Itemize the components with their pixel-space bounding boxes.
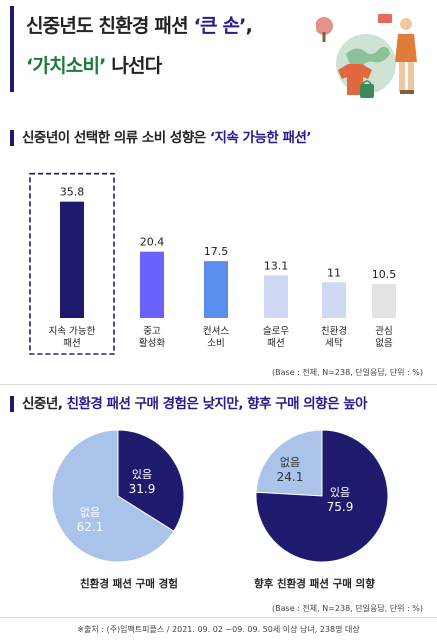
pie-label-no: 24.1 <box>277 470 304 484</box>
bar-4 <box>322 282 346 318</box>
tree-icon <box>316 17 333 35</box>
pie-slice-yes <box>117 429 185 532</box>
title-line-1: 신중년도 친환경 패션 ‘큰 손’, <box>26 6 310 46</box>
section-heading-purchase-experience: 신중년, 친환경 패션 구매 경험은 낮지만, 향후 구매 의향은 높아 <box>10 396 368 412</box>
divider <box>0 384 437 385</box>
pie-slice-no <box>51 429 175 563</box>
title-highlight-value-consumption: ‘가치소비’ <box>26 55 106 77</box>
shirt-icon <box>338 64 372 95</box>
person-icon <box>395 34 417 62</box>
bar-category-label: 패션 <box>267 338 284 349</box>
highlight-box <box>29 172 115 355</box>
pie-label-yes: 31.9 <box>129 482 156 496</box>
pie-label-yes: 있음 <box>330 486 350 499</box>
title-line-2: ‘가치소비’ 나선다 <box>26 46 310 86</box>
person-head-icon <box>400 18 412 30</box>
pie-caption-intention: 향후 친환경 패션 구매 의향 <box>254 578 375 590</box>
bar-category-label: 세탁 <box>325 337 343 349</box>
bar-category-label: 관심 <box>375 326 392 337</box>
bar-category-label: 없음 <box>375 337 393 349</box>
title-highlight-big-hand: ‘큰 손’ <box>193 15 247 37</box>
pie-label-yes: 있음 <box>132 468 152 481</box>
base-note: (Base : 전체, N=238, 단일응답, 단위 : %) <box>272 604 423 613</box>
bar-category-label: 중고 <box>143 326 161 337</box>
section-heading-highlight: ‘지속 가능한 패션’ <box>209 130 312 146</box>
title-part: 신중년도 친환경 패션 <box>26 15 194 37</box>
bar-2 <box>204 261 228 318</box>
bar-category-label: 활성화 <box>139 337 165 349</box>
price-tag-icon <box>378 14 392 23</box>
bar-5 <box>372 283 396 318</box>
pie-caption-experience: 친환경 패션 구매 경험 <box>80 578 178 590</box>
source-note: ※출처 : (주)임팩트피플스 / 2021. 09. 02 ~09. 09. … <box>77 625 360 634</box>
pie-label-no: 62.1 <box>77 520 104 534</box>
bar-0 <box>60 201 84 318</box>
section-heading-consumption-tendency: 신중년이 선택한 의류 소비 성향은 ‘지속 가능한 패션’ <box>10 130 312 146</box>
base-note: (Base : 전체, N=238, 단일응답, 단위 : %) <box>272 368 423 377</box>
divider <box>0 617 437 618</box>
shopping-bag-icon <box>360 84 374 98</box>
title-comma: , <box>245 15 253 37</box>
pie-label-no: 없음 <box>80 506 100 519</box>
pie-label-yes: 75.9 <box>327 500 354 514</box>
bar-category-label: 지속 가능한 <box>49 326 96 337</box>
section-heading-text: 신중년, <box>22 396 67 412</box>
bar-value-label: 17.5 <box>204 245 229 258</box>
bar-value-label: 35.8 <box>60 186 85 199</box>
bar-category-label: 친환경 <box>321 325 347 337</box>
bar-category-label: 패션 <box>63 338 80 349</box>
bar-value-label: 20.4 <box>140 236 165 249</box>
bar-value-label: 10.5 <box>372 268 397 281</box>
bar-chart: 35.8지속 가능한패션20.4중고활성화17.5컨셔스소비13.1슬로우패션1… <box>29 172 397 355</box>
pie-slice-no <box>255 429 323 497</box>
title-part: 나선다 <box>105 55 162 77</box>
eco-shopping-illustration <box>316 14 417 98</box>
pie-label-no: 없음 <box>280 456 300 469</box>
section-heading-text: 신중년이 선택한 의류 소비 성향은 <box>22 130 210 146</box>
page-title: 신중년도 친환경 패션 ‘큰 손’, ‘가치소비’ 나선다 <box>10 6 310 92</box>
pie-slice-yes <box>255 429 389 563</box>
bar-category-label: 슬로우 <box>263 326 289 337</box>
section-heading-highlight: 친환경 패션 구매 경험은 낮지만, 향후 구매 의향은 높아 <box>66 396 368 412</box>
bar-value-label: 11 <box>327 266 341 279</box>
bar-1 <box>140 251 164 318</box>
bar-value-label: 13.1 <box>264 259 289 272</box>
bar-3 <box>264 275 288 318</box>
bar-category-label: 컨셔스 <box>203 326 229 337</box>
bar-category-label: 소비 <box>207 338 224 349</box>
